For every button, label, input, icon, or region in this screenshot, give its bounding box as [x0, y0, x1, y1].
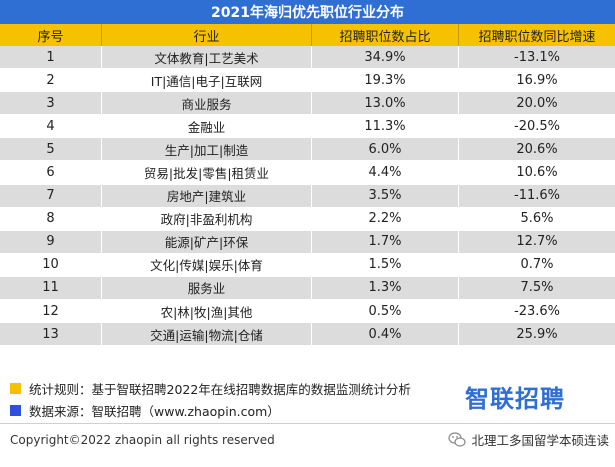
table-row: 11 服务业 1.3% 7.5% — [0, 276, 615, 301]
cell-share: 4.4% — [311, 161, 458, 184]
cell-share: 1.7% — [311, 230, 458, 253]
cell-industry: 生产|加工|制造 — [101, 138, 311, 161]
cell-no: 3 — [46, 95, 55, 111]
note-rule-text: 统计规则：基于智联招聘2022年在线招聘数据库的数据监测统计分析 — [29, 381, 411, 397]
header-no: 序号 — [37, 29, 64, 45]
cell-industry: 房地产|建筑业 — [101, 184, 311, 207]
cell-growth: -13.1% — [458, 46, 615, 69]
table-row: 13 交通|运输|物流|仓储 0.4% 25.9% — [0, 323, 615, 347]
cell-share: 6.0% — [311, 138, 458, 161]
cell-no: 7 — [46, 188, 55, 204]
logo-text: 智联招聘 — [465, 384, 565, 413]
cell-share: 2.2% — [311, 207, 458, 230]
table-body: 1 文体教育|工艺美术 34.9% -13.1% 2 IT|通信|电子|互联网 … — [0, 46, 615, 347]
table-row: 3 商业服务 13.0% 20.0% — [0, 92, 615, 116]
wechat-account-name: 北理工多国留学本硕连读 — [471, 433, 609, 448]
cell-share: 3.5% — [311, 184, 458, 207]
cell-growth: 10.6% — [458, 161, 615, 184]
cell-no: 1 — [46, 49, 55, 65]
cell-growth: 7.5% — [458, 276, 615, 300]
cell-share: 1.5% — [311, 253, 458, 276]
cell-growth: 16.9% — [458, 69, 615, 92]
table-row: 4 金融业 11.3% -20.5% — [0, 115, 615, 139]
cell-growth: 20.6% — [458, 138, 615, 161]
cell-no: 4 — [46, 118, 55, 134]
note-source: 数据来源：智联招聘（www.zhaopin.com） — [10, 399, 460, 421]
footnotes: 统计规则：基于智联招聘2022年在线招聘数据库的数据监测统计分析 数据来源：智联… — [10, 377, 460, 421]
cell-industry: 服务业 — [101, 276, 311, 300]
table-row: 2 IT|通信|电子|互联网 19.3% 16.9% — [0, 69, 615, 93]
note-source-text: 数据来源：智联招聘（www.zhaopin.com） — [29, 403, 280, 419]
cell-no: 5 — [46, 141, 55, 157]
header-industry: 行业 — [101, 24, 311, 46]
cell-no: 2 — [46, 72, 55, 88]
table-row: 9 能源|矿产|环保 1.7% 12.7% — [0, 230, 615, 254]
cell-industry: 贸易|批发|零售|租赁业 — [101, 161, 311, 184]
table-row: 5 生产|加工|制造 6.0% 20.6% — [0, 138, 615, 162]
cell-share: 0.5% — [311, 300, 458, 323]
cell-no: 13 — [42, 326, 59, 342]
table-row: 10 文化|传媒|娱乐|体育 1.5% 0.7% — [0, 253, 615, 277]
note-rule: 统计规则：基于智联招聘2022年在线招聘数据库的数据监测统计分析 — [10, 377, 460, 399]
cell-share: 34.9% — [311, 46, 458, 69]
cell-industry: 交通|运输|物流|仓储 — [101, 323, 311, 346]
cell-share: 11.3% — [311, 115, 458, 138]
cell-no: 6 — [46, 165, 55, 181]
cell-growth: 25.9% — [458, 323, 615, 346]
cell-industry: IT|通信|电子|互联网 — [101, 69, 311, 92]
cell-no: 11 — [42, 280, 59, 296]
wechat-attribution: 北理工多国留学本硕连读 — [448, 430, 609, 449]
table-title: 2021年海归优先职位行业分布 — [0, 0, 615, 24]
cell-share: 1.3% — [311, 276, 458, 300]
table-row: 8 政府|非盈利机构 2.2% 5.6% — [0, 207, 615, 231]
divider — [0, 423, 615, 424]
cell-industry: 商业服务 — [101, 92, 311, 115]
cell-industry: 文化|传媒|娱乐|体育 — [101, 253, 311, 276]
cell-share: 19.3% — [311, 69, 458, 92]
table-row: 7 房地产|建筑业 3.5% -11.6% — [0, 184, 615, 208]
cell-industry: 政府|非盈利机构 — [101, 207, 311, 230]
cell-share: 0.4% — [311, 323, 458, 346]
cell-industry: 能源|矿产|环保 — [101, 230, 311, 253]
cell-no: 8 — [46, 211, 55, 227]
cell-no: 9 — [46, 234, 55, 250]
copyright: Copyright©2022 zhaopin all rights reserv… — [10, 433, 275, 447]
cell-growth: -23.6% — [458, 300, 615, 323]
table-row: 1 文体教育|工艺美术 34.9% -13.1% — [0, 46, 615, 70]
cell-growth: -20.5% — [458, 115, 615, 138]
blue-square-icon — [10, 404, 21, 416]
header-share: 招聘职位数占比 — [311, 24, 458, 46]
table-row: 6 贸易|批发|零售|租赁业 4.4% 10.6% — [0, 161, 615, 185]
cell-growth: 12.7% — [458, 230, 615, 253]
table-row: 12 农|林|牧|渔|其他 0.5% -23.6% — [0, 300, 615, 324]
cell-growth: 20.0% — [458, 92, 615, 115]
zhaopin-logo: 智联招聘 — [465, 376, 610, 416]
wechat-icon — [448, 431, 467, 447]
cell-industry: 文体教育|工艺美术 — [101, 46, 311, 69]
cell-industry: 农|林|牧|渔|其他 — [101, 300, 311, 323]
cell-no: 10 — [42, 257, 59, 273]
cell-no: 12 — [42, 303, 59, 319]
cell-growth: 5.6% — [458, 207, 615, 230]
cell-growth: -11.6% — [458, 184, 615, 207]
cell-growth: 0.7% — [458, 253, 615, 276]
yellow-square-icon — [10, 382, 21, 394]
table-header: 序号 行业 招聘职位数占比 招聘职位数同比增速 — [0, 24, 615, 46]
header-growth: 招聘职位数同比增速 — [458, 24, 615, 46]
cell-industry: 金融业 — [101, 115, 311, 138]
cell-share: 13.0% — [311, 92, 458, 115]
